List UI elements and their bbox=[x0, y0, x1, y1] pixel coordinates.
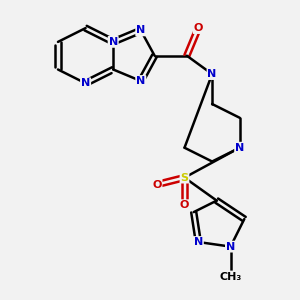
Text: N: N bbox=[208, 69, 217, 79]
Text: O: O bbox=[180, 200, 189, 210]
Text: N: N bbox=[109, 37, 118, 47]
Text: CH₃: CH₃ bbox=[219, 272, 242, 281]
Text: N: N bbox=[226, 242, 235, 252]
Text: O: O bbox=[152, 179, 162, 190]
Text: S: S bbox=[181, 172, 188, 183]
Text: N: N bbox=[194, 237, 203, 247]
Text: N: N bbox=[235, 143, 244, 153]
Text: O: O bbox=[194, 23, 203, 33]
Text: N: N bbox=[81, 78, 90, 88]
Text: N: N bbox=[136, 76, 146, 86]
Text: N: N bbox=[136, 26, 146, 35]
